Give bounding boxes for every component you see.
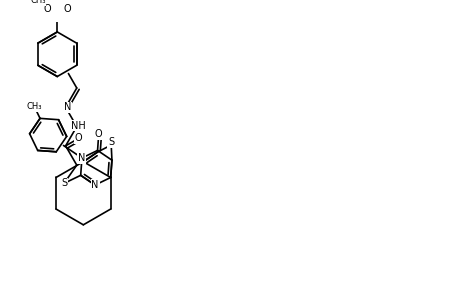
Text: S: S xyxy=(108,137,114,147)
Text: S: S xyxy=(61,178,67,188)
Text: O: O xyxy=(44,4,51,14)
Text: O: O xyxy=(63,4,71,14)
Text: O: O xyxy=(95,129,102,139)
Text: O: O xyxy=(74,134,82,143)
Text: N: N xyxy=(78,153,85,163)
Text: CH₃: CH₃ xyxy=(27,102,42,111)
Text: N: N xyxy=(91,180,99,190)
Text: CH₃: CH₃ xyxy=(30,0,46,5)
Text: NH: NH xyxy=(71,121,86,131)
Text: N: N xyxy=(64,102,71,112)
